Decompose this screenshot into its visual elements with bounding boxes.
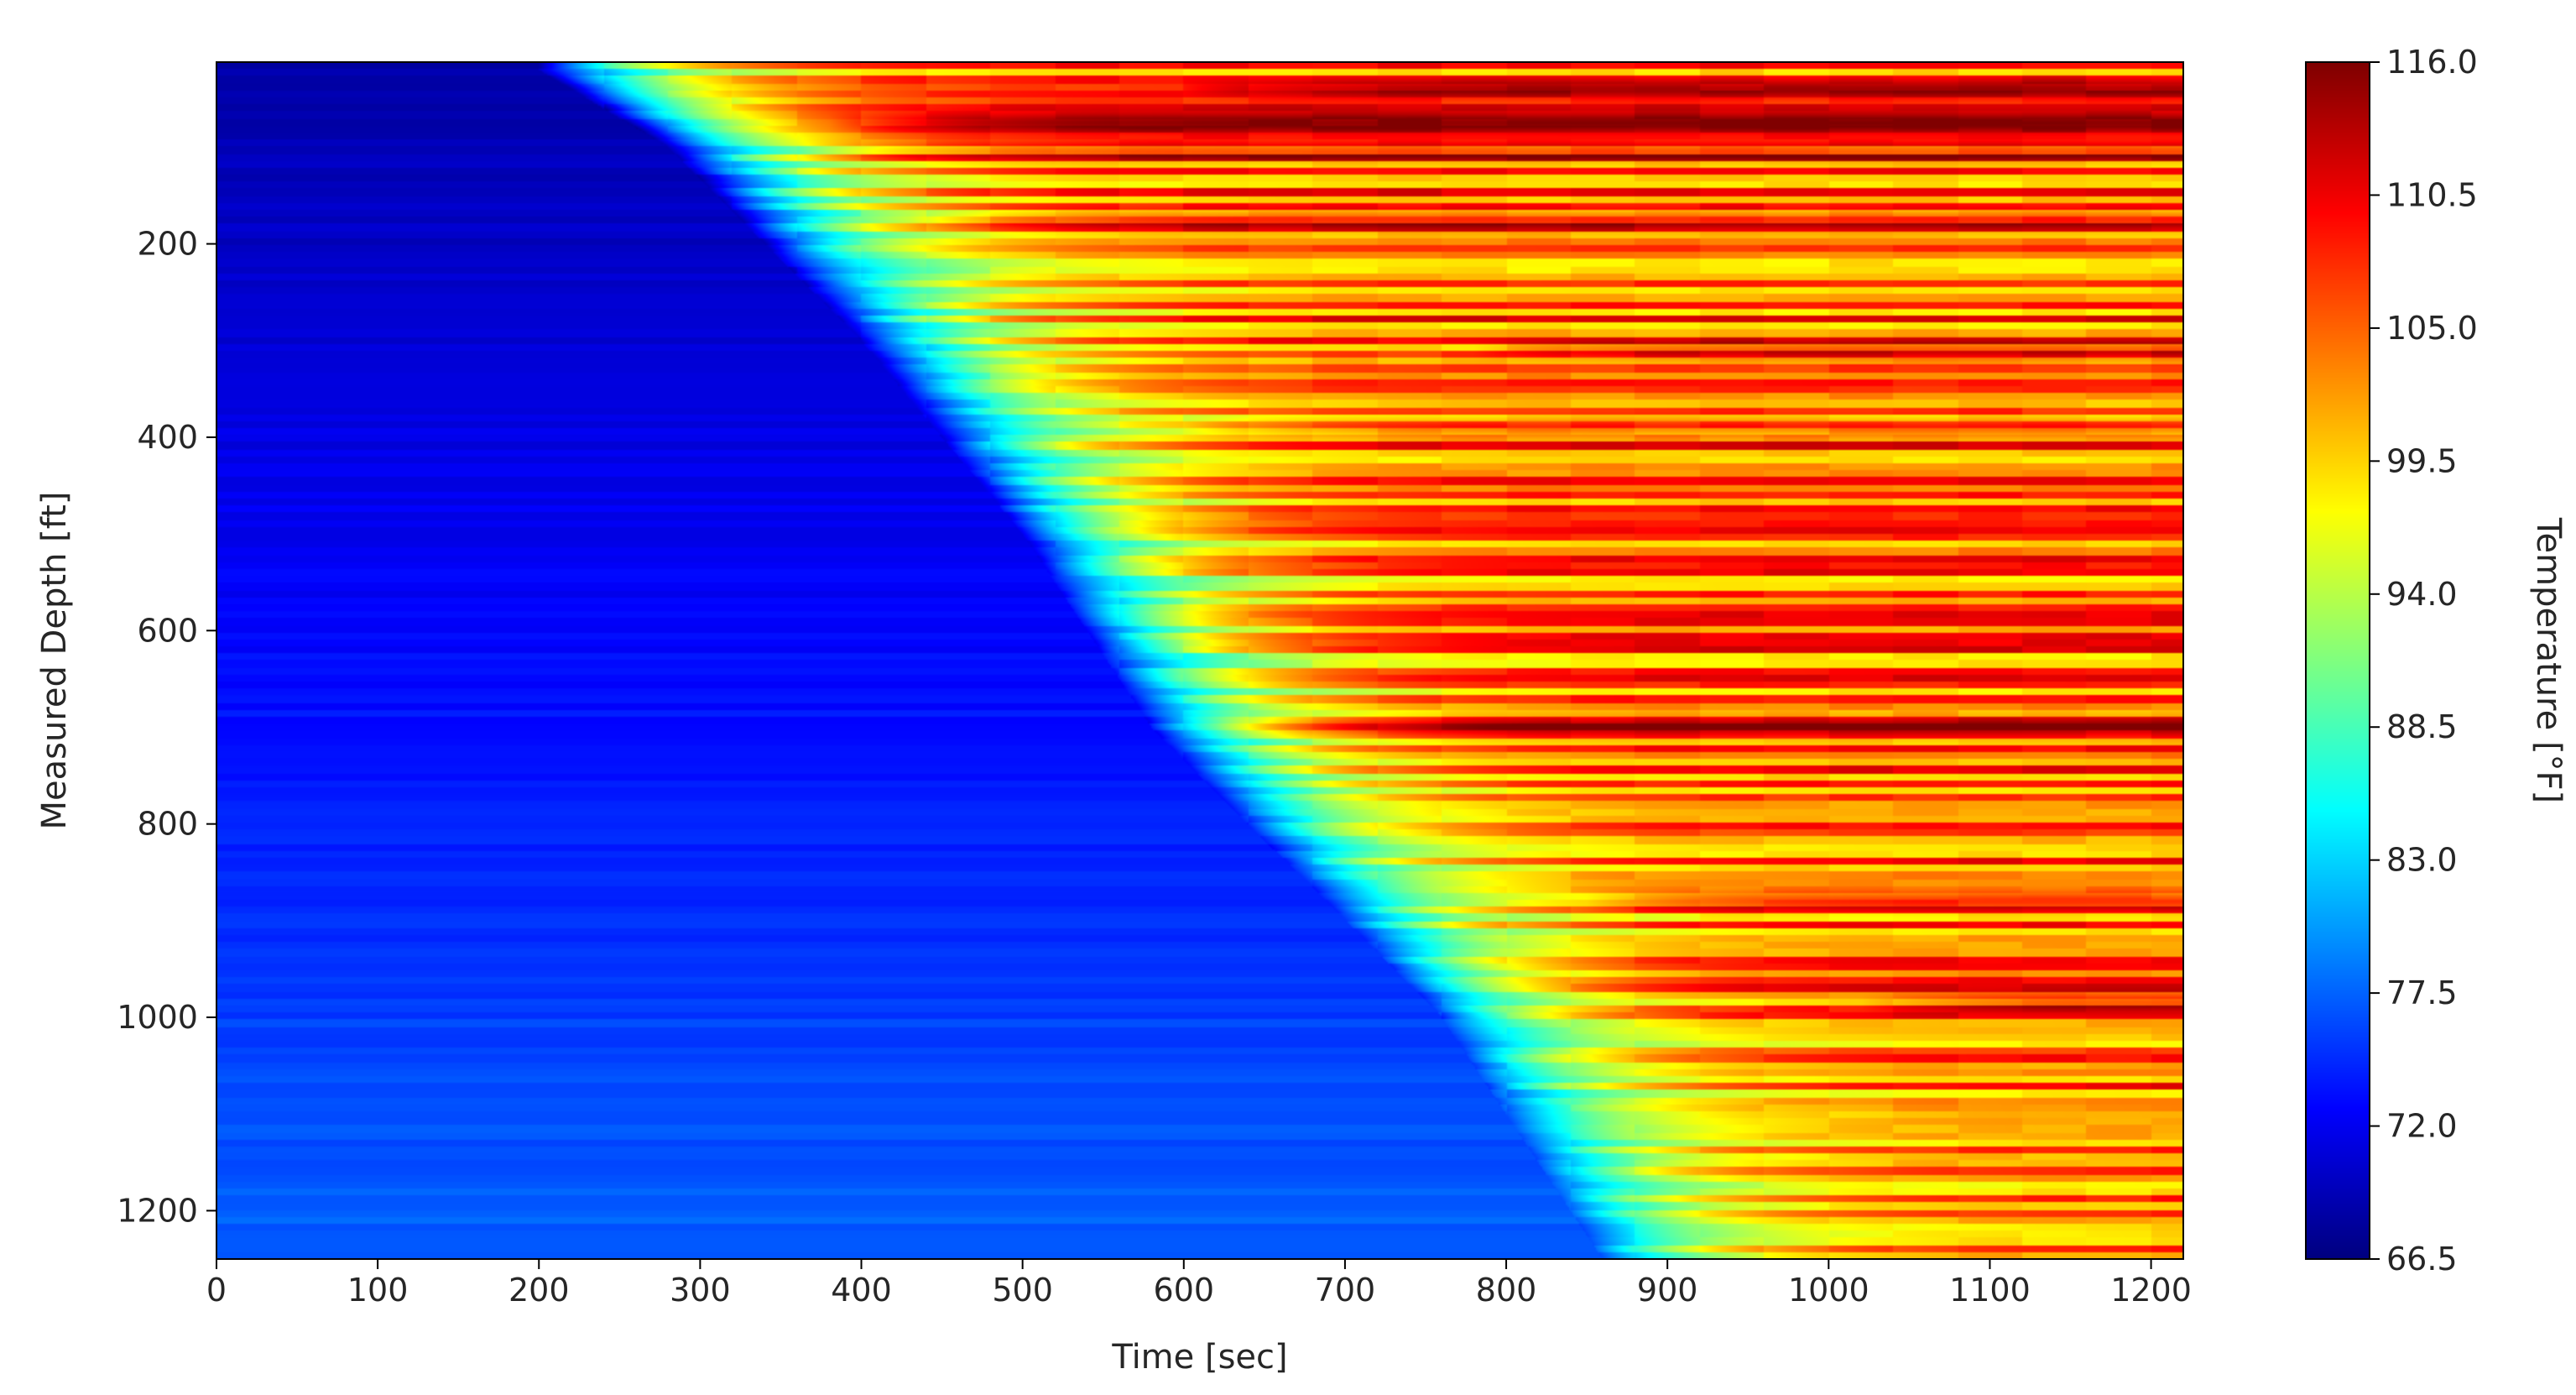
y-axis-title: Measured Depth [ft] — [35, 492, 74, 830]
x-tick-label: 1100 — [1949, 1272, 2031, 1309]
x-tick-label: 700 — [1315, 1272, 1376, 1309]
y-tick-label: 400 — [137, 419, 198, 456]
heatmap-image-container — [216, 62, 2183, 1259]
x-tick-label: 400 — [831, 1272, 892, 1309]
x-tick-label: 800 — [1476, 1272, 1537, 1309]
colorbar-gradient-container — [2306, 62, 2370, 1259]
x-tick-label: 500 — [992, 1272, 1053, 1309]
x-tick-label: 0 — [206, 1272, 227, 1309]
y-axis: 200 400 600 800 1000 1200 — [117, 226, 216, 1229]
colorbar-gradient — [2306, 62, 2370, 1259]
x-tick-label: 600 — [1154, 1272, 1215, 1309]
x-tick-label: 100 — [347, 1272, 409, 1309]
heatmap-image — [216, 62, 2183, 1259]
y-tick-label: 1200 — [117, 1192, 198, 1229]
colorbar-tick-label: 77.5 — [2386, 974, 2458, 1011]
plot-frame — [216, 61, 2184, 1260]
x-tick-label: 1000 — [1788, 1272, 1869, 1309]
x-axis-title: Time [sec] — [1111, 1338, 1287, 1377]
x-tick-label: 900 — [1637, 1272, 1698, 1309]
colorbar-label: Temperature [°F] — [2529, 517, 2568, 803]
colorbar-tick-label: 66.5 — [2386, 1241, 2458, 1277]
colorbar: 116.0 110.5 105.0 99.5 94.0 88.5 83.0 77.5 72.0 6… — [2305, 44, 2568, 1277]
x-tick-label: 1200 — [2110, 1272, 2192, 1309]
y-tick-label: 1000 — [117, 999, 198, 1036]
x-axis: 0 100 200 300 400 500 600 700 800 900 1000 1100 1200 — [206, 1259, 2192, 1309]
colorbar-tick-label: 110.5 — [2386, 176, 2478, 213]
y-tick-label: 200 — [137, 226, 198, 263]
colorbar-tick-label: 88.5 — [2386, 708, 2458, 745]
colorbar-frame — [2305, 61, 2370, 1260]
x-tick-label: 200 — [508, 1272, 570, 1309]
colorbar-tick-label: 105.0 — [2386, 310, 2478, 347]
colorbar-tick-label: 116.0 — [2386, 44, 2478, 81]
x-tick-label: 300 — [670, 1272, 731, 1309]
y-tick-label: 600 — [137, 612, 198, 649]
colorbar-ticks: 116.0 110.5 105.0 99.5 94.0 88.5 83.0 77.5 72.0 6… — [2370, 44, 2478, 1277]
plot-area — [216, 61, 2184, 1260]
colorbar-tick-label: 83.0 — [2386, 842, 2458, 879]
colorbar-tick-label: 72.0 — [2386, 1108, 2458, 1145]
y-tick-label: 800 — [137, 806, 198, 843]
colorbar-tick-label: 99.5 — [2386, 442, 2458, 479]
colorbar-tick-label: 94.0 — [2386, 576, 2458, 613]
